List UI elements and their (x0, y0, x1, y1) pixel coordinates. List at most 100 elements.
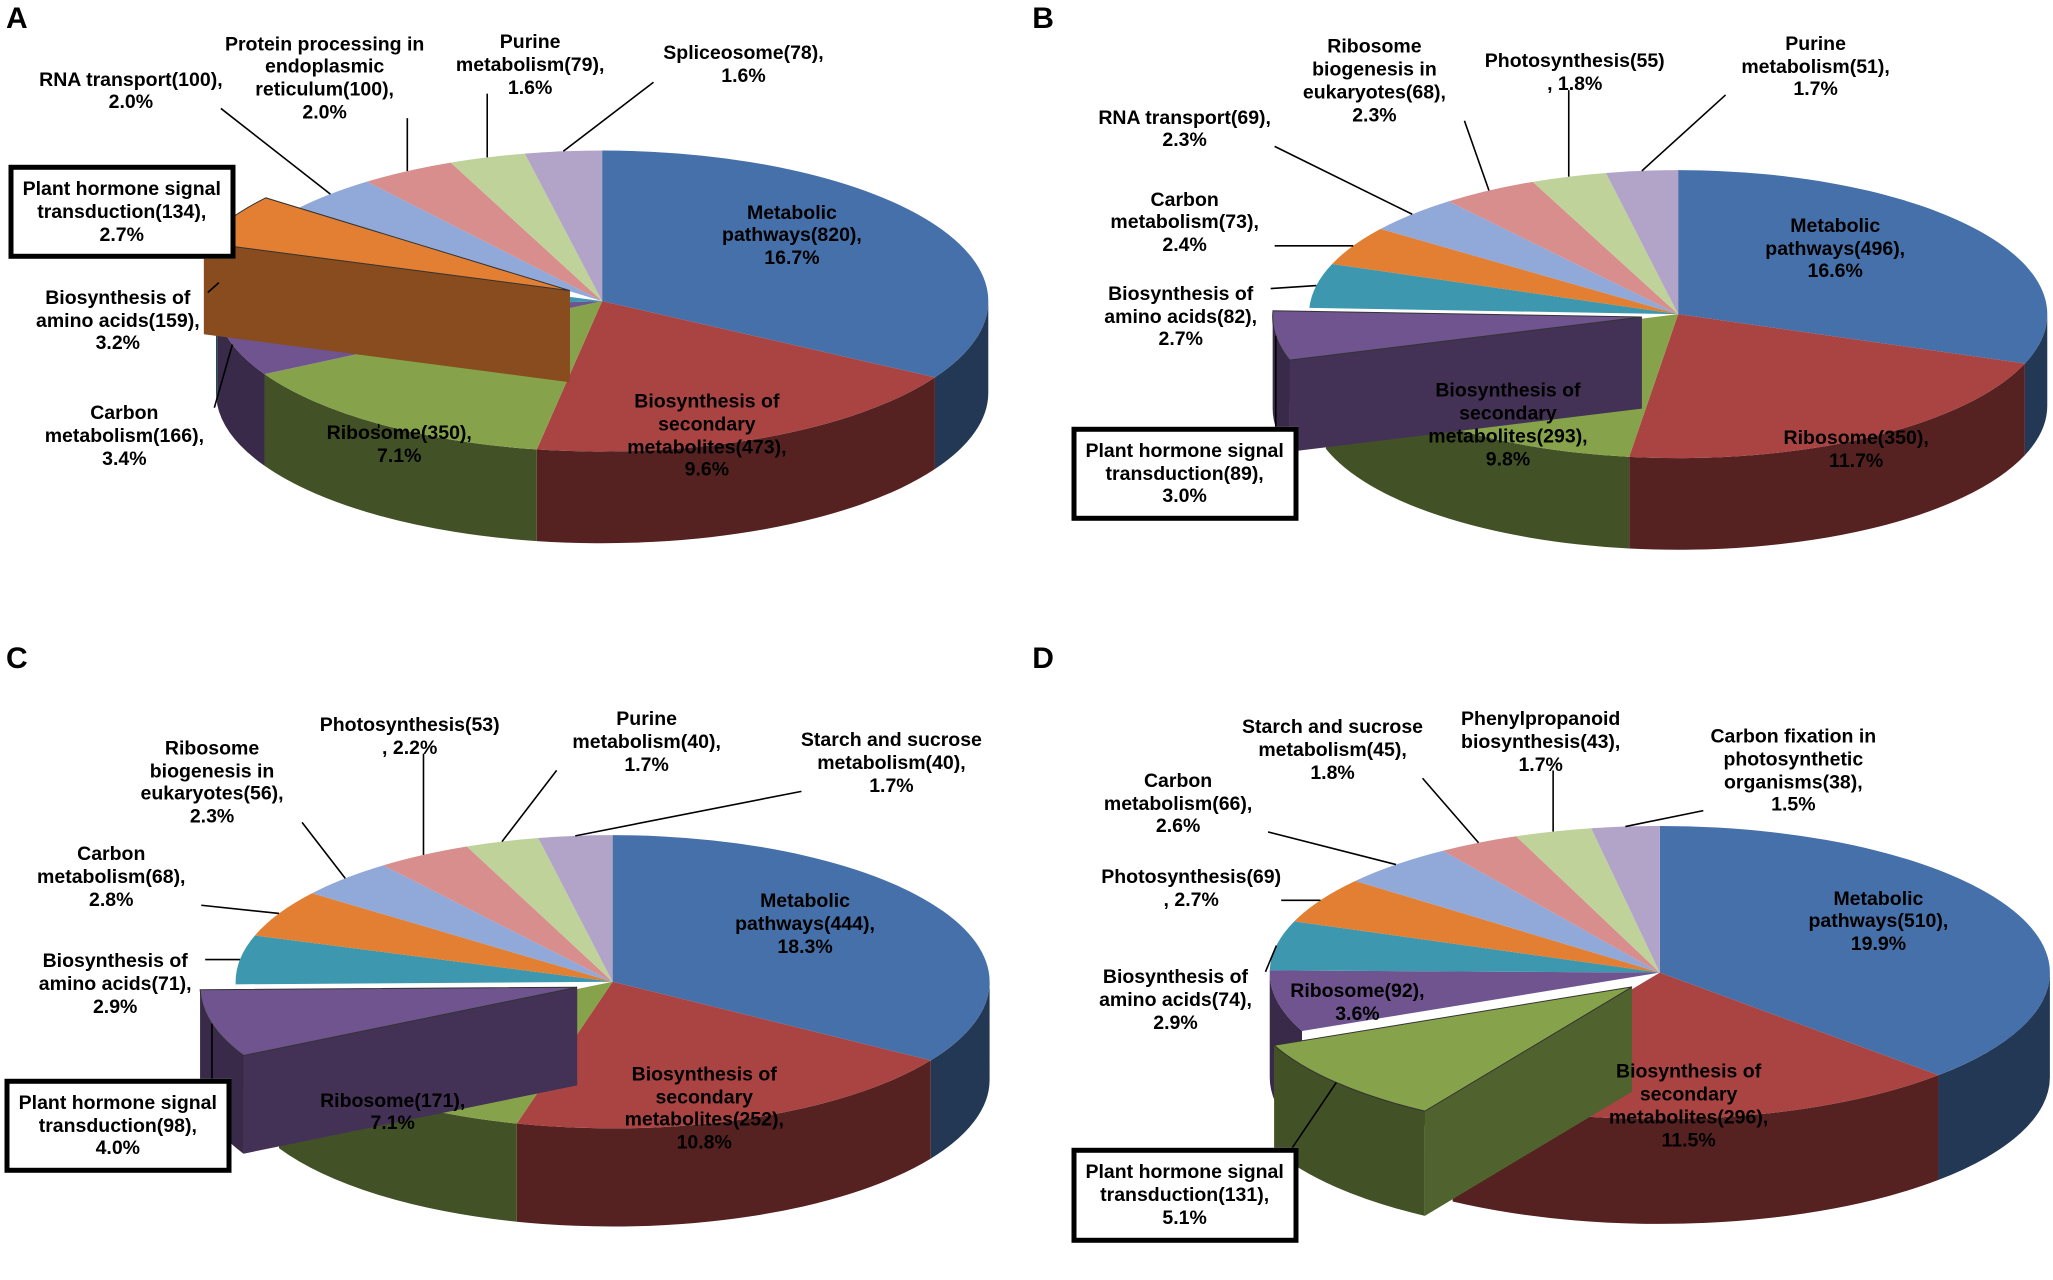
category-label: Ribosome(350), (326, 422, 472, 445)
slice (1448, 181, 1679, 315)
value-label: 2.6% (1155, 815, 1201, 838)
leader-line (213, 344, 234, 408)
category-label: Biosynthesis of secondary metabolites(47… (627, 390, 787, 458)
slice-label: Starch and sucrose metabolism(45), 1.8% (1233, 716, 1433, 784)
slice (1332, 228, 1679, 315)
slice-label: Ribosome biogenesis in eukaryotes(56), 2.… (112, 737, 312, 828)
slice-label: RNA transport(69), 2.3% (1085, 107, 1285, 153)
slice-label: Metabolic pathways(820), 16.7% (682, 201, 902, 269)
value-label: 3.4% (102, 447, 147, 470)
value-label: 1.6% (721, 65, 766, 88)
value-label: 2.8% (89, 888, 134, 911)
value-label: 1.8% (1310, 761, 1355, 784)
slice-label: Biosynthesis of amino acids(74), 2.9% (1075, 966, 1275, 1034)
slice (602, 150, 989, 378)
category-label: Photosynthesis(53) (319, 714, 500, 737)
category-label: Ribosome(350), (1783, 427, 1929, 450)
value-label: 5.1% (1162, 1206, 1207, 1229)
slice-label: Carbon metabolism(66), 2.6% (1078, 770, 1278, 838)
slice (312, 865, 613, 982)
slice-label: Plant hormone signal transduction(131), 5… (1071, 1147, 1299, 1243)
panel-label: B (1032, 2, 1054, 35)
category-label: Metabolic pathways(510), (1808, 887, 1949, 933)
category-label: Phenylpropanoid biosynthesis(43), (1461, 707, 1621, 753)
slice (1659, 825, 2050, 1076)
slice (538, 835, 613, 982)
slice (383, 846, 613, 982)
slice-label: Plant hormone signal transduction(89), 3.… (1071, 426, 1299, 522)
value-label: 2.9% (1153, 1011, 1198, 1034)
slice-label: Plant hormone signal transduction(98), 4.… (4, 1078, 232, 1173)
slice (1591, 825, 1660, 973)
value-label: 3.2% (95, 332, 141, 355)
category-label: Ribosome(92), (1290, 979, 1425, 1002)
slice-label: Spliceosome(78), 1.6% (644, 43, 844, 89)
category-label: Purine metabolism(51), (1741, 32, 1890, 78)
category-label: Starch and sucrose metabolism(40), (800, 728, 982, 774)
value-label: 2.7% (1158, 328, 1203, 351)
category-label: Carbon fixation in photosynthetic organi… (1710, 725, 1877, 793)
category-label: Metabolic pathways(444), (735, 889, 875, 935)
slice (1629, 314, 2025, 459)
slice-label: Photosynthesis(53), 2.2% (310, 714, 510, 760)
slice-side (1452, 1075, 1939, 1224)
pie-panel (202, 150, 989, 544)
category-label: Plant hormone signal transduction(131), (1085, 1160, 1284, 1206)
leader-line (301, 821, 346, 879)
slice-label: Phenylpropanoid biosynthesis(43), 1.7% (1441, 708, 1641, 776)
slice (199, 986, 578, 1057)
category-label: Biosynthesis of secondary metabolites(29… (1608, 1060, 1769, 1129)
leader-line (1264, 945, 1278, 973)
slice-label: Biosynthesis of secondary metabolites(29… (1579, 1060, 1799, 1151)
slice-label: Ribosome(171), 7.1% (293, 1090, 493, 1136)
slice (536, 301, 935, 452)
category-label: Biosynthesis of amino acids(82), (1104, 282, 1258, 328)
value-label: 2.0% (302, 101, 347, 124)
slice-side (1325, 357, 1630, 549)
value-label: 19.9% (1850, 932, 1907, 955)
value-label: 2.3% (1352, 103, 1397, 126)
slice-label: Metabolic pathways(444), 18.3% (695, 890, 915, 958)
slice (1269, 970, 1660, 1031)
category-label: Carbon metabolism(166), (44, 401, 204, 447)
slice (1380, 201, 1679, 315)
slice (366, 162, 603, 302)
category-label: Ribosome biogenesis in eukaryotes(68), (1302, 35, 1446, 104)
slice (1309, 264, 1679, 315)
value-label: , 2.2% (382, 736, 438, 759)
slice-label: Carbon metabolism(73), 2.4% (1085, 188, 1285, 256)
slice-side (217, 312, 265, 466)
category-label: Spliceosome(78), (663, 42, 824, 65)
category-label: Carbon metabolism(66), (1103, 769, 1253, 815)
leader-line (207, 282, 220, 294)
pie-panel (1269, 825, 2050, 1224)
value-label: 9.6% (684, 458, 730, 481)
category-label: RNA transport(69), (1098, 106, 1271, 129)
category-label: Purine metabolism(79), (455, 31, 605, 77)
value-label: 9.8% (1485, 448, 1531, 471)
slice-side (930, 981, 990, 1159)
slice-label: Protein processing in endoplasmic reticu… (225, 33, 425, 124)
slice-side (2024, 314, 2048, 456)
pie-panel (1272, 170, 2048, 550)
slice-label: Purine metabolism(79), 1.6% (430, 31, 630, 99)
slice-side (1272, 317, 1290, 452)
category-label: Carbon metabolism(68), (37, 842, 186, 888)
slice-label: Purine metabolism(40), 1.7% (547, 708, 747, 776)
leader-line (220, 107, 331, 195)
category-label: Ribosome(171), (320, 1089, 466, 1112)
slice-label: Biosynthesis of secondary metabolites(47… (597, 390, 817, 481)
leader-line (1463, 120, 1490, 191)
value-label: 4.0% (95, 1137, 141, 1160)
value-label: 2.0% (108, 91, 154, 114)
category-label: Starch and sucrose metabolism(45), (1242, 715, 1424, 761)
slice (1678, 170, 2048, 364)
slice-label: Biosynthesis of amino acids(82), 2.7% (1081, 283, 1281, 351)
slice-label: Metabolic pathways(510), 19.9% (1768, 887, 1988, 955)
value-label: 2.9% (92, 995, 138, 1018)
slice (516, 981, 931, 1129)
category-label: Photosynthesis(55) (1484, 50, 1665, 73)
category-label: Purine metabolism(40), (572, 707, 721, 753)
slice-label: Ribosome(350), 7.1% (299, 422, 499, 468)
